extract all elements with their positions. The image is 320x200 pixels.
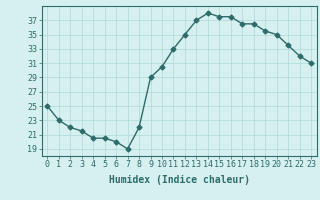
X-axis label: Humidex (Indice chaleur): Humidex (Indice chaleur)	[109, 175, 250, 185]
